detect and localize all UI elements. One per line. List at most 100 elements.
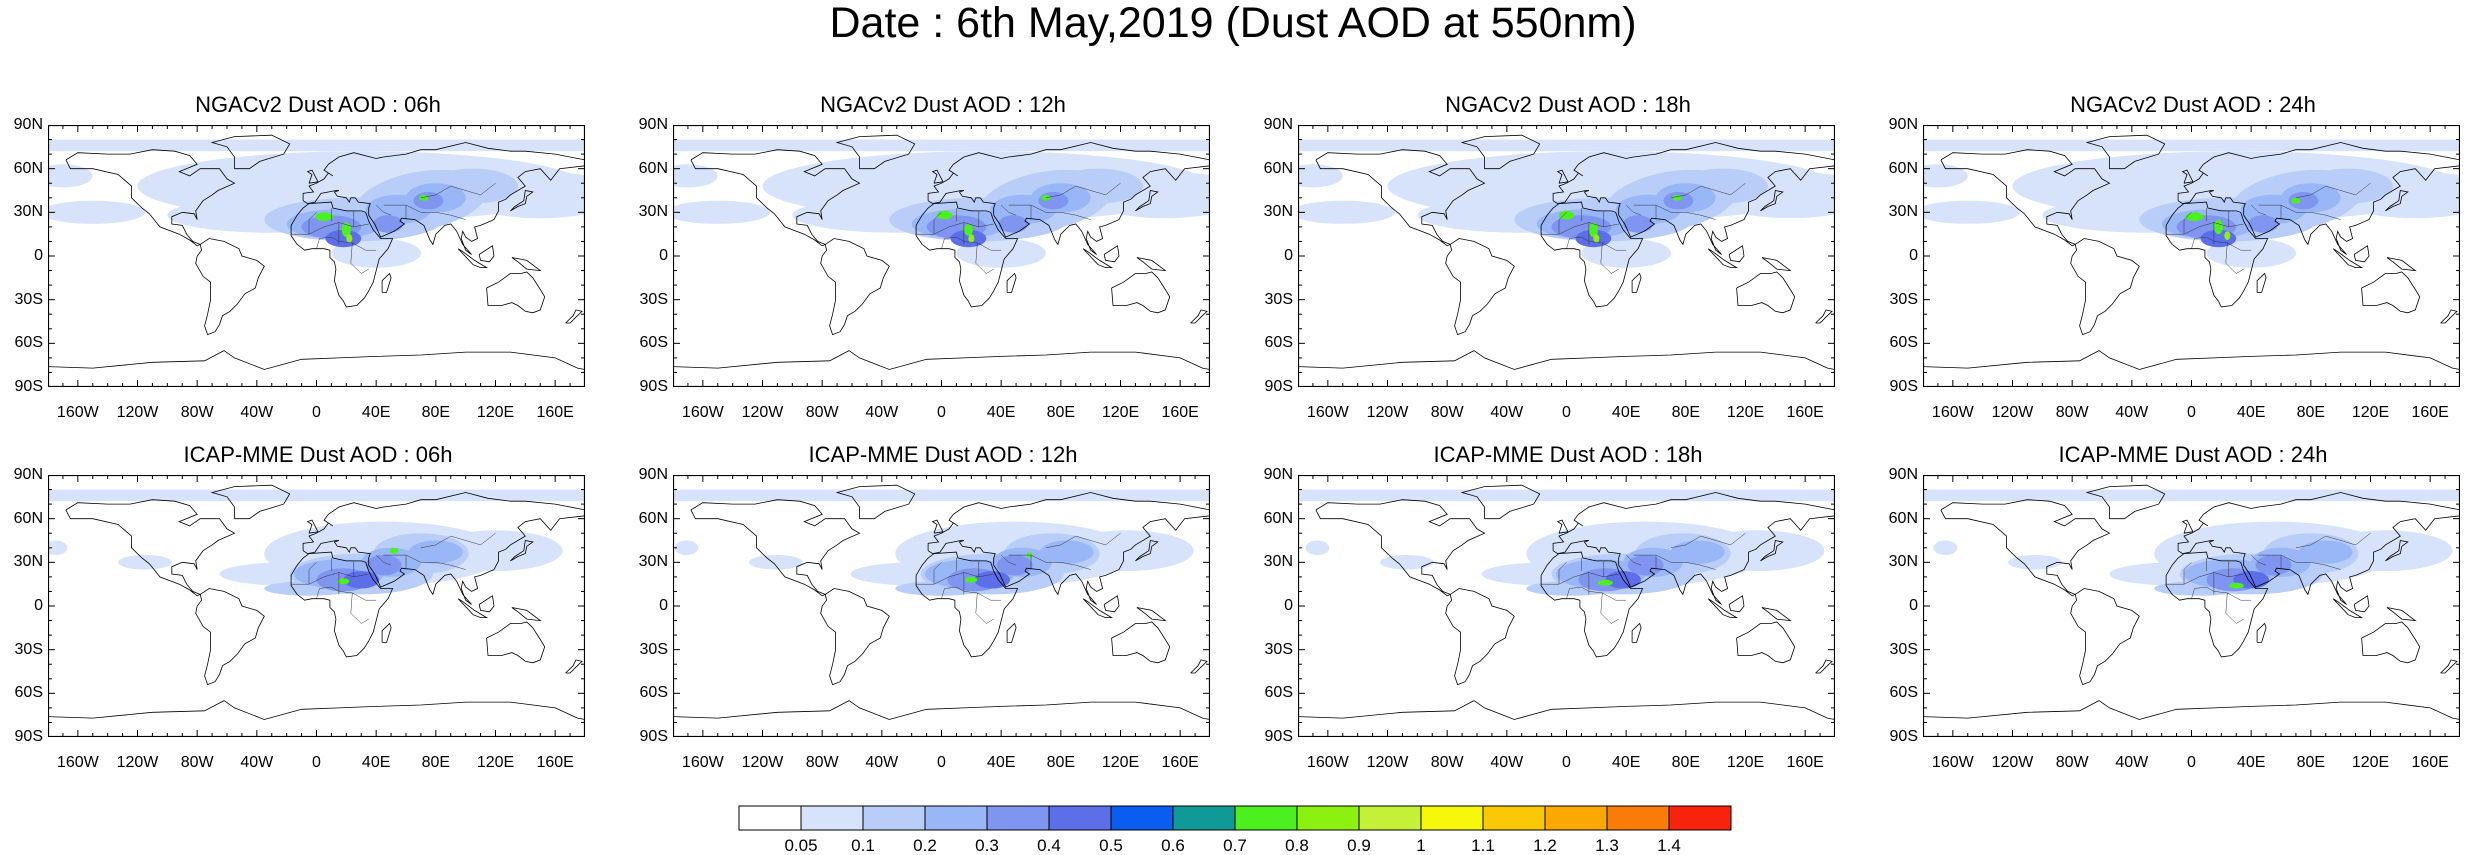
- country-border: [1030, 554, 1061, 563]
- panel-title: ICAP-MME Dust AOD : 06h: [183, 442, 453, 467]
- lat-label: 0: [34, 597, 43, 614]
- coastline: [1815, 659, 1833, 674]
- country-border: [1670, 183, 1746, 199]
- lat-label: 90S: [14, 378, 43, 395]
- coastline: [478, 595, 495, 613]
- dust-aod-region: [1627, 555, 1664, 576]
- coastline: [565, 659, 583, 674]
- dust-aod-region: [1670, 540, 1725, 564]
- coastline: [1728, 245, 1745, 263]
- lon-label: 40E: [986, 754, 1016, 771]
- lat-label: 90N: [1888, 466, 1918, 483]
- dust-aod-region: [118, 555, 172, 570]
- dust-aod-region: [2288, 192, 2319, 210]
- map-svg: [48, 475, 585, 737]
- lat-label: 30N: [1263, 553, 1293, 571]
- lon-label: 80E: [421, 404, 451, 421]
- dust-aod-map: [673, 475, 1210, 737]
- dust-aod-region: [315, 212, 333, 222]
- coastline: [1082, 248, 1114, 269]
- country-border: [2225, 592, 2244, 624]
- coastline: [915, 201, 1019, 308]
- map-svg: [1298, 475, 1835, 737]
- lat-label: 60N: [1263, 159, 1293, 177]
- lon-label: 40E: [2236, 754, 2266, 771]
- coastline: [290, 551, 394, 658]
- coastline: [1111, 621, 1171, 664]
- dust-aod-region: [996, 555, 1033, 576]
- colorbar-swatch: [1048, 805, 1112, 831]
- lon-label: 160W: [1306, 404, 1349, 421]
- dust-aod-region: [341, 222, 351, 238]
- lon-label: 0: [2187, 754, 2196, 771]
- coastline: [673, 350, 1210, 370]
- coastline: [195, 588, 265, 686]
- dust-aod-region: [48, 489, 585, 502]
- lat-label: 0: [34, 247, 43, 264]
- lon-label: 160E: [1786, 404, 1824, 421]
- lon-label: 120E: [1726, 754, 1765, 771]
- dust-aod-region: [2291, 197, 2301, 204]
- map-svg: [48, 125, 585, 387]
- lon-label: 0: [1562, 754, 1571, 771]
- coastline: [306, 169, 319, 184]
- lat-label: 30S: [1264, 290, 1293, 308]
- panel-title: NGACv2 Dust AOD : 24h: [2070, 92, 2316, 117]
- coastline: [381, 272, 392, 293]
- lat-label: 90N: [1888, 116, 1918, 133]
- lat-label: 60N: [1888, 509, 1918, 527]
- map-border: [1923, 475, 2460, 737]
- coastline: [2256, 272, 2267, 293]
- dust-aod-region: [337, 578, 350, 585]
- coastline: [478, 245, 495, 263]
- map-border: [673, 475, 1210, 737]
- dust-aod-region: [1038, 192, 1069, 210]
- lon-label: 120W: [741, 404, 784, 421]
- coastline: [65, 499, 236, 597]
- figure-title: Date : 6th May,2019 (Dust AOD at 550nm): [829, 0, 1637, 47]
- colorbar: [738, 805, 1732, 836]
- lat-label: 0: [659, 597, 668, 614]
- dust-aod-region: [673, 200, 770, 224]
- coastline: [1082, 598, 1114, 619]
- lat-label: 0: [1284, 247, 1293, 264]
- coastline: [1556, 519, 1569, 534]
- coastline: [2070, 588, 2140, 686]
- lat-label: 0: [1909, 597, 1918, 614]
- country-border: [383, 554, 407, 570]
- colorbar-swatch: [1358, 805, 1422, 831]
- lon-label: 80E: [1046, 404, 1076, 421]
- colorbar-swatch: [1420, 805, 1484, 831]
- lat-label: 30S: [1264, 640, 1293, 658]
- lon-label: 160W: [681, 404, 724, 421]
- lon-label: 120W: [741, 754, 784, 771]
- coastline: [1815, 309, 1833, 324]
- country-border: [1008, 554, 1032, 570]
- coastline: [2361, 621, 2421, 664]
- dust-aod-region: [1581, 238, 1671, 268]
- coastline: [1761, 257, 1792, 272]
- lon-label: 40E: [986, 404, 1016, 421]
- country-border: [1600, 242, 1619, 274]
- lon-label: 80W: [805, 404, 839, 421]
- lon-label: 120W: [116, 404, 159, 421]
- colorbar-swatch: [1544, 805, 1608, 831]
- lat-label: 60S: [14, 684, 43, 702]
- dust-aod-region: [965, 576, 978, 583]
- map-svg: [1298, 125, 1835, 387]
- dust-aod-region: [1923, 139, 2460, 152]
- country-border: [1558, 562, 1567, 585]
- lon-label: 160E: [536, 754, 574, 771]
- country-border: [1541, 572, 1619, 585]
- dust-aod-region: [1298, 489, 1835, 502]
- coastline: [1631, 272, 1642, 293]
- lon-label: 160W: [1931, 754, 1974, 771]
- dust-aod-region: [48, 200, 145, 224]
- country-border: [2251, 204, 2267, 216]
- country-border: [916, 572, 994, 585]
- coastline: [1298, 350, 1835, 370]
- lat-label: 60S: [1264, 684, 1293, 702]
- colorbar-label: 0.5: [1099, 836, 1123, 855]
- coastline: [2085, 484, 2166, 520]
- dust-aod-region: [48, 139, 585, 152]
